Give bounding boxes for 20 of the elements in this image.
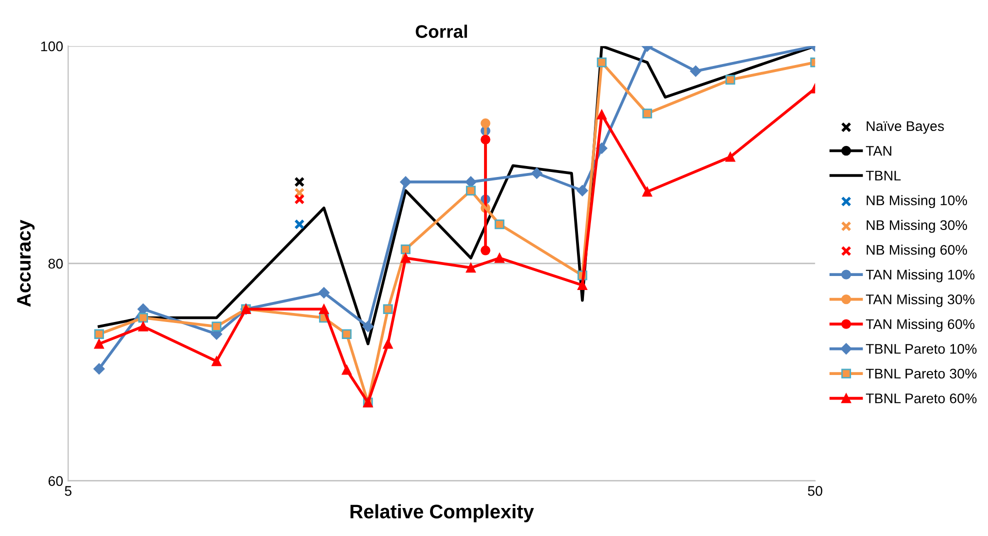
x-axis-title: Relative Complexity [350, 504, 534, 522]
legend-label: NB Missing 60% [866, 244, 968, 258]
legend-label: Naïve Bayes [866, 121, 944, 134]
y-tick-label: 80 [48, 258, 63, 269]
legend-label: TBNL Pareto 10% [866, 344, 977, 354]
x-tick-label: 50 [808, 486, 822, 496]
legend-label: NB Missing 10% [866, 195, 968, 208]
y-tick-label: 100 [41, 41, 63, 52]
legend-label: TAN Missing 10% [866, 269, 974, 282]
legend-label: TAN [866, 146, 892, 156]
legend-label: TBNL Pareto 60% [866, 393, 977, 404]
legend-label: TBNL [866, 170, 901, 180]
y-axis-title: Accuracy [17, 220, 35, 307]
legend-label: TAN Missing 30% [866, 294, 974, 308]
legend-label: NB Missing 30% [866, 220, 968, 233]
y-tick-label: 60 [48, 476, 63, 486]
chart-title: Corral [416, 24, 467, 38]
legend-label: TBNL Pareto 30% [866, 368, 977, 379]
x-tick-label: 5 [64, 486, 72, 496]
legend-label: TAN Missing 60% [866, 318, 974, 332]
